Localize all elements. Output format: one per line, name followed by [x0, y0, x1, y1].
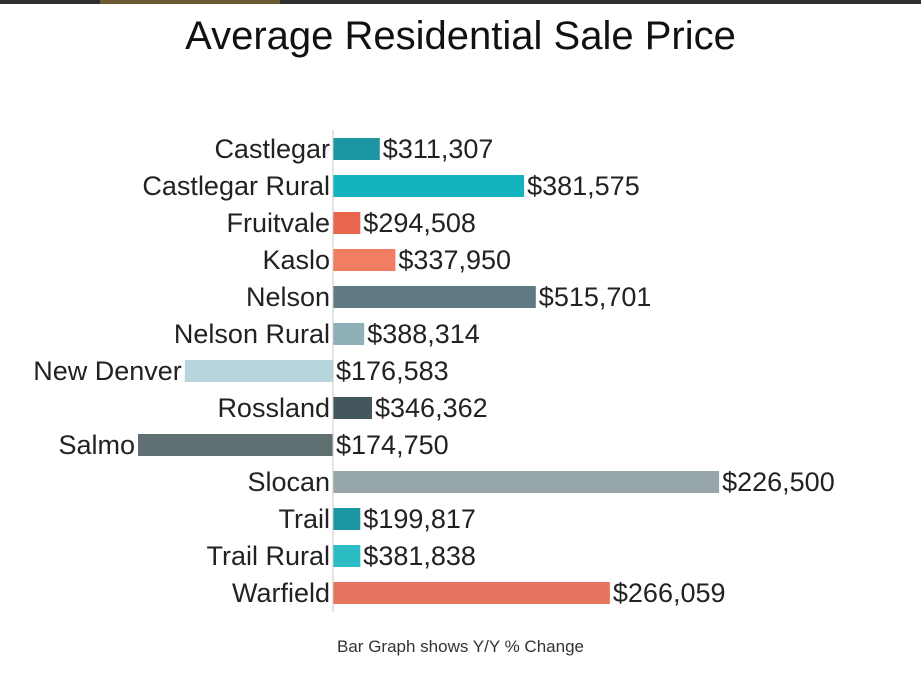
bar-castlegar-rural	[333, 175, 525, 197]
category-label: Nelson Rural	[174, 319, 330, 349]
value-label: $226,500	[722, 467, 835, 497]
bar-trail	[333, 508, 361, 530]
bars-layer: Castlegar $311,307 Castlegar Rural $381,575…	[33, 134, 834, 608]
value-label: $337,950	[398, 245, 511, 275]
category-label: Trail Rural	[206, 541, 330, 571]
category-label: Slocan	[247, 467, 330, 497]
category-label: Trail	[279, 504, 331, 534]
category-label: Kaslo	[262, 245, 330, 275]
bar-kaslo	[333, 249, 396, 271]
bar-warfield	[333, 582, 610, 604]
value-label: $174,750	[336, 430, 449, 460]
category-label: New Denver	[33, 356, 182, 386]
category-label: Fruitvale	[226, 208, 330, 238]
value-label: $176,583	[336, 356, 449, 386]
chart-footnote: Bar Graph shows Y/Y % Change	[337, 637, 584, 656]
bar-slocan	[333, 471, 720, 493]
value-label: $294,508	[363, 208, 476, 238]
value-label: $311,307	[383, 134, 494, 164]
category-label: Nelson	[246, 282, 330, 312]
bar-nelson	[333, 286, 536, 308]
value-label: $199,817	[363, 504, 476, 534]
category-label: Warfield	[232, 578, 330, 608]
category-label: Castlegar Rural	[142, 171, 330, 201]
top-edge-accent	[100, 0, 280, 4]
value-label: $346,362	[375, 393, 488, 423]
category-label: Rossland	[217, 393, 330, 423]
value-label: $515,701	[539, 282, 652, 312]
chart-title: Average Residential Sale Price	[185, 14, 736, 58]
value-label: $381,575	[527, 171, 640, 201]
bar-fruitvale	[333, 212, 361, 234]
top-edge-strip	[0, 0, 921, 4]
bar-trail-rural	[333, 545, 361, 567]
bar-castlegar	[333, 138, 380, 160]
category-label: Salmo	[58, 430, 135, 460]
bar-nelson-rural	[333, 323, 365, 345]
value-label: $266,059	[613, 578, 726, 608]
bar-new-denver	[184, 360, 333, 382]
bar-salmo	[138, 434, 333, 456]
value-label: $388,314	[367, 319, 480, 349]
value-label: $381,838	[363, 541, 476, 571]
bar-rossland	[333, 397, 372, 419]
category-label: Castlegar	[214, 134, 330, 164]
